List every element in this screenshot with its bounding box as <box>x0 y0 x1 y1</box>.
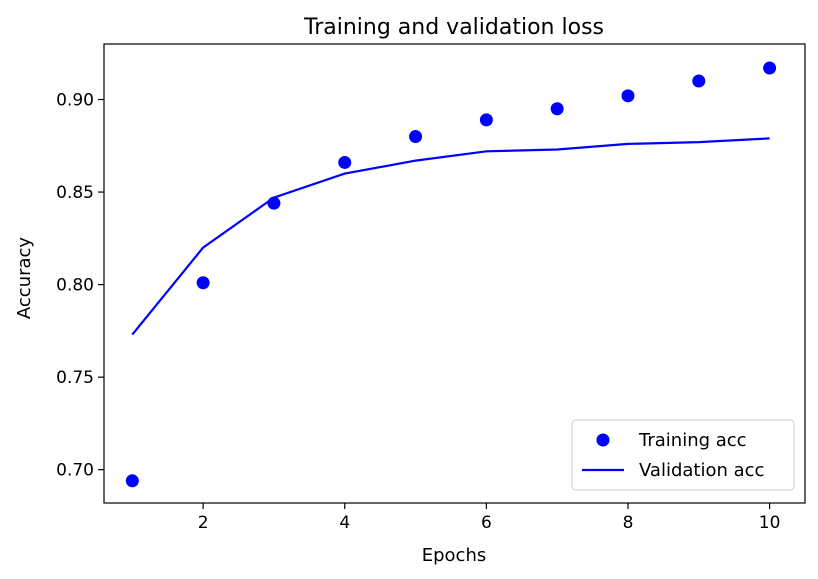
y-tick-label: 0.90 <box>56 91 94 111</box>
data-point-training-acc <box>125 474 139 488</box>
data-point-training-acc <box>196 276 210 290</box>
y-tick-label: 0.85 <box>56 183 94 203</box>
x-axis: 2 4 6 8 10 <box>198 503 781 533</box>
data-point-training-acc <box>479 113 493 127</box>
data-point-training-acc <box>763 61 777 75</box>
chart-title: Training and validation loss <box>303 15 604 40</box>
x-tick-label: 6 <box>481 513 492 533</box>
y-axis-label: Accuracy <box>14 237 35 320</box>
legend-marker-swatch <box>596 433 610 447</box>
data-point-training-acc <box>338 155 352 169</box>
y-axis: 0.70 0.75 0.80 0.85 0.90 <box>56 91 104 481</box>
data-point-training-acc <box>692 74 706 88</box>
y-tick-label: 0.80 <box>56 276 94 296</box>
legend-box <box>571 419 795 491</box>
x-tick-label: 10 <box>759 513 781 533</box>
plot-area <box>125 61 777 488</box>
x-tick-label: 4 <box>339 513 350 533</box>
series-line-validation-acc <box>131 137 770 336</box>
data-point-training-acc <box>550 102 564 116</box>
legend-label: Validation acc <box>639 460 764 481</box>
x-tick-label: 2 <box>198 513 209 533</box>
data-point-training-acc <box>409 130 423 144</box>
x-axis-label: Epochs <box>422 545 487 566</box>
legend: Training acc Validation acc <box>571 419 795 491</box>
y-tick-label: 0.70 <box>56 461 94 481</box>
y-tick-label: 0.75 <box>56 368 94 388</box>
plot-frame <box>103 43 806 504</box>
data-point-training-acc <box>621 89 635 103</box>
x-tick-label: 8 <box>623 513 634 533</box>
legend-label: Training acc <box>638 430 747 451</box>
